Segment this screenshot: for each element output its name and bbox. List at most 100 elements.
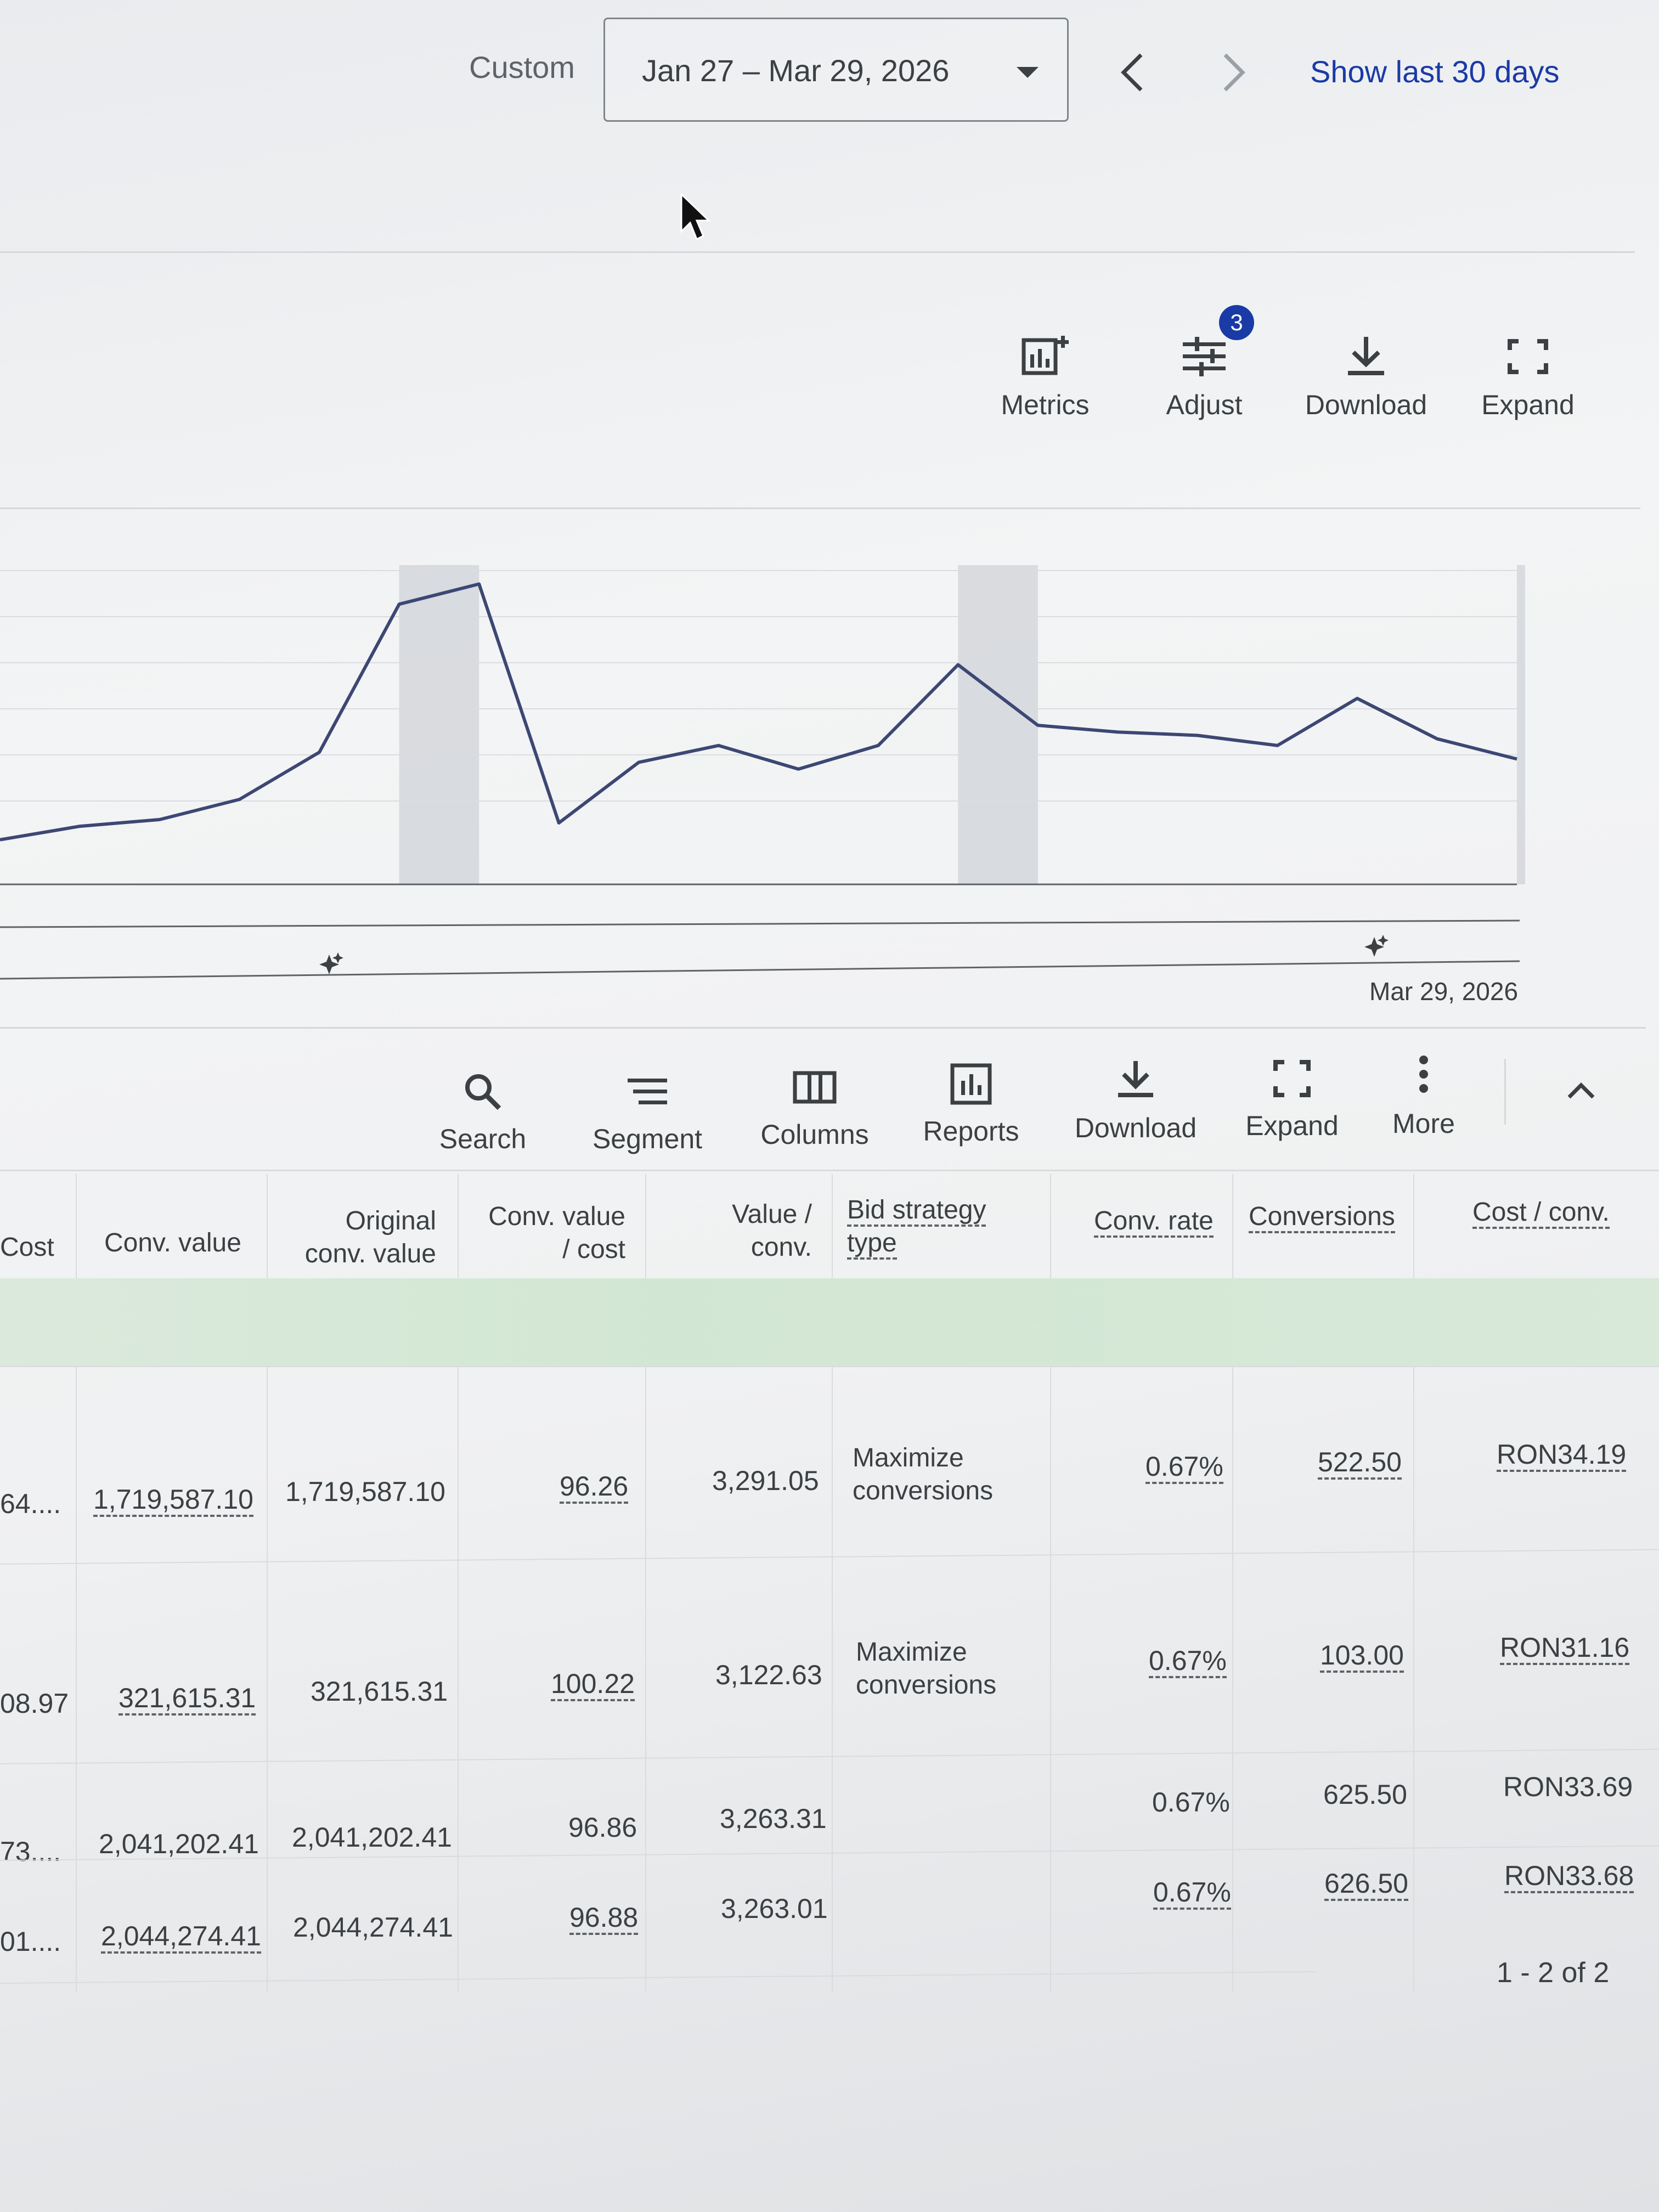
cell-value-per-conv: 3,291.05 — [712, 1465, 819, 1496]
insight-sparkle-icon[interactable] — [319, 952, 343, 974]
table-more-button[interactable]: More — [1372, 1052, 1476, 1139]
cell-cost-per-conv: RON33.69 — [1503, 1771, 1633, 1802]
header-conv-value-cost[interactable]: Conv. value / cost — [477, 1200, 625, 1266]
header-original-conv-value-line2: conv. value — [304, 1239, 436, 1268]
cell-cost: 73.... — [0, 1836, 61, 1867]
row-divider — [0, 1971, 1317, 1984]
cell-cost-per-conv[interactable]: RON31.16 — [1500, 1632, 1630, 1665]
table-columns-button[interactable]: Columns — [752, 1065, 878, 1150]
header-value-per-conv-line2: conv. — [751, 1233, 812, 1262]
tune-icon — [1183, 337, 1226, 376]
header-bid-strategy-line1: Bid strategy — [847, 1195, 986, 1227]
chevron-left-icon[interactable] — [1114, 50, 1152, 94]
chevron-up-icon[interactable] — [1565, 1074, 1598, 1107]
table-expand-button[interactable]: Expand — [1234, 1057, 1350, 1142]
cell-conv-value-cost: 96.86 — [568, 1812, 637, 1843]
date-range-value: Jan 27 – Mar 29, 2026 — [642, 53, 950, 88]
header-conv-rate[interactable]: Conv. rate — [1094, 1206, 1214, 1238]
metrics-button[interactable]: Metrics — [988, 335, 1103, 421]
cell-conv-value-cost[interactable]: 96.26 — [560, 1471, 629, 1504]
cell-cost: 64.... — [0, 1488, 61, 1519]
column-divider — [1232, 1174, 1233, 1991]
header-original-conv-value[interactable]: Original conv. value — [296, 1205, 436, 1271]
insight-sparkle-icon[interactable] — [1364, 935, 1389, 957]
table-search-button[interactable]: Search — [428, 1070, 538, 1155]
chart-expand-button[interactable]: Expand — [1470, 335, 1585, 421]
header-conversions[interactable]: Conversions — [1249, 1202, 1395, 1233]
cell-conv-rate: 0.67% — [1152, 1787, 1230, 1818]
cell-conv-value-cost[interactable]: 96.88 — [569, 1902, 639, 1935]
header-cost-per-conv[interactable]: Cost / conv. — [1472, 1198, 1610, 1229]
header-cost[interactable]: Cost — [0, 1233, 54, 1262]
cell-cost-per-conv[interactable]: RON34.19 — [1497, 1439, 1627, 1472]
chart-x-end-label: Mar 29, 2026 — [1369, 977, 1519, 1006]
show-last-30-days-link[interactable]: Show last 30 days — [1310, 54, 1560, 89]
cell-conv-value[interactable]: 1,719,587.10 — [93, 1484, 253, 1517]
cell-conversions[interactable]: 103.00 — [1320, 1640, 1404, 1673]
bid-strategy-line1: Maximize — [853, 1443, 964, 1472]
reports-label: Reports — [923, 1116, 1019, 1147]
column-divider — [1413, 1174, 1414, 1991]
cell-conversions[interactable]: 522.50 — [1318, 1447, 1402, 1480]
cell-conv-value-cost[interactable]: 100.22 — [551, 1668, 635, 1701]
row-divider — [0, 1549, 1659, 1565]
segment-icon — [628, 1079, 667, 1104]
bid-strategy-line2: conversions — [856, 1671, 997, 1700]
table-download-button[interactable]: Download — [1070, 1059, 1201, 1144]
cell-value-per-conv: 3,263.01 — [721, 1893, 828, 1924]
adjust-button[interactable]: Adjust — [1147, 335, 1262, 421]
bid-strategy-line1: Maximize — [856, 1638, 967, 1667]
chart-download-button[interactable]: Download — [1300, 335, 1432, 421]
header-value-per-conv[interactable]: Value / conv. — [691, 1198, 812, 1264]
cell-original-conv-value: 321,615.31 — [311, 1676, 448, 1707]
header-bid-strategy-type[interactable]: Bid strategy type — [847, 1194, 986, 1260]
column-divider — [645, 1174, 646, 1991]
toolbar-separator — [1504, 1059, 1506, 1125]
cell-bid-strategy: Maximize conversions — [856, 1636, 996, 1702]
cell-conversions: 625.50 — [1323, 1779, 1407, 1810]
chart-gridlines — [0, 570, 1520, 980]
cell-value-per-conv: 3,122.63 — [715, 1660, 822, 1690]
chart-expand-label: Expand — [1481, 390, 1575, 420]
column-divider — [832, 1174, 833, 1991]
divider — [0, 251, 1635, 253]
cell-conv-rate[interactable]: 0.67% — [1149, 1645, 1227, 1678]
cell-conv-rate[interactable]: 0.67% — [1146, 1451, 1223, 1484]
column-divider — [458, 1174, 459, 1991]
header-conv-value[interactable]: Conv. value — [104, 1228, 241, 1257]
cell-conv-rate[interactable]: 0.67% — [1153, 1877, 1231, 1910]
cell-cost: 01.... — [0, 1926, 61, 1957]
segment-label: Segment — [592, 1124, 703, 1154]
adjust-label: Adjust — [1166, 390, 1243, 420]
column-divider — [267, 1174, 268, 1991]
table-download-label: Download — [1074, 1113, 1197, 1143]
table-segment-button[interactable]: Segment — [587, 1070, 708, 1155]
fullscreen-icon — [1273, 1060, 1311, 1097]
table-top-border — [0, 1170, 1659, 1171]
chevron-right-icon[interactable] — [1215, 50, 1254, 94]
date-range-type-label: Custom — [469, 50, 575, 84]
cell-conv-value[interactable]: 2,044,274.41 — [101, 1921, 261, 1954]
bid-strategy-line2: conversions — [853, 1476, 994, 1505]
divider — [0, 507, 1640, 509]
column-divider — [76, 1174, 77, 1991]
table-reports-button[interactable]: Reports — [916, 1062, 1026, 1147]
cell-original-conv-value: 1,719,587.10 — [285, 1476, 445, 1507]
adjust-count-badge: 3 — [1219, 305, 1254, 340]
cell-conversions[interactable]: 626.50 — [1324, 1868, 1408, 1901]
date-range-picker[interactable] — [603, 18, 1069, 122]
cell-original-conv-value: 2,041,202.41 — [292, 1822, 452, 1853]
chart-download-label: Download — [1305, 390, 1427, 420]
more-vert-icon — [1419, 1056, 1428, 1093]
cell-conv-value[interactable]: 321,615.31 — [119, 1683, 256, 1716]
cell-original-conv-value: 2,044,274.41 — [293, 1912, 453, 1943]
total-summary-row — [0, 1278, 1659, 1366]
metrics-label: Metrics — [1001, 390, 1090, 420]
dropdown-arrow-icon[interactable] — [1017, 67, 1039, 78]
cell-cost-per-conv[interactable]: RON33.68 — [1504, 1860, 1634, 1893]
header-conv-value-cost-line1: Conv. value — [488, 1202, 625, 1231]
cell-value-per-conv: 3,263.31 — [720, 1803, 827, 1834]
cell-conv-value: 2,041,202.41 — [99, 1829, 259, 1859]
header-value-per-conv-line1: Value / — [732, 1200, 812, 1229]
column-divider — [1050, 1174, 1051, 1991]
